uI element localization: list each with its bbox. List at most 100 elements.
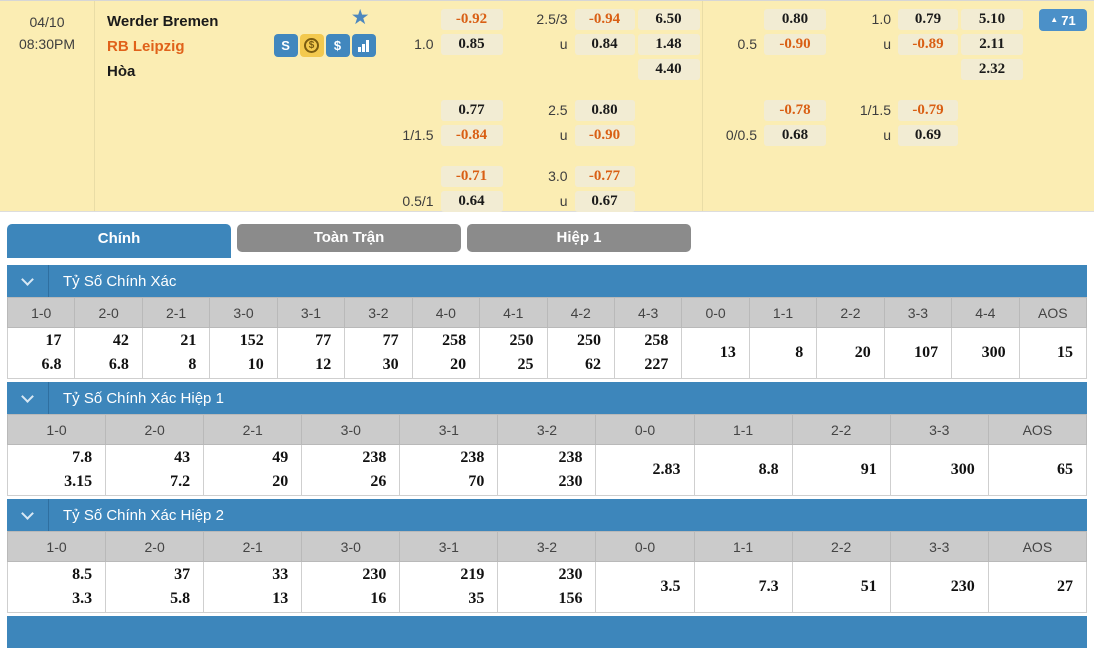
dollar-icon[interactable]: $ <box>325 34 350 57</box>
chevron-down-icon[interactable] <box>7 499 49 531</box>
score-column-header: 0-0 <box>681 297 750 328</box>
score-column-header: 1-0 <box>6 297 76 328</box>
score-odds-cell[interactable]: 13 <box>681 327 750 379</box>
score-section: Tỷ Số Chính Xác Hiệp 2 1-0 2-0 2-1 3-0 3-1 3-2… <box>6 499 1088 613</box>
tab-toan-tran[interactable]: Toàn Trận <box>237 224 461 252</box>
score-odds-cell[interactable]: 219 35 <box>399 561 499 613</box>
section-header[interactable]: Tỷ Số Chính Xác <box>7 265 1087 297</box>
score-odds-cell[interactable]: 238 70 <box>399 444 499 496</box>
odds-pill[interactable]: -0.90 <box>574 125 635 146</box>
score-odds-value: 20 <box>272 473 289 490</box>
score-odds-value: 300 <box>981 344 1006 361</box>
odds-pill[interactable]: -0.84 <box>440 125 503 146</box>
odds-pill[interactable]: -0.79 <box>898 100 958 121</box>
odds-pill[interactable]: 0.85 <box>440 34 503 55</box>
score-odds-cell[interactable]: 37 5.8 <box>105 561 205 613</box>
score-odds-cell[interactable]: 51 <box>791 561 891 613</box>
chevron-down-icon[interactable] <box>7 265 49 297</box>
odds-pill[interactable]: -0.89 <box>898 34 958 55</box>
score-odds-cell[interactable]: 250 62 <box>546 327 615 379</box>
score-odds-cell[interactable]: 300 <box>889 444 989 496</box>
sportsbook-icon[interactable]: S <box>273 34 298 57</box>
stats-icon[interactable] <box>351 34 376 57</box>
score-odds-value: 258 <box>644 332 669 349</box>
score-odds-cell[interactable]: 250 25 <box>479 327 548 379</box>
coin-icon[interactable]: $ <box>299 34 324 57</box>
section-header[interactable]: Tỷ Số Chính Xác Hiệp 1 <box>7 382 1087 414</box>
score-odds-cell[interactable]: 2.83 <box>595 444 695 496</box>
odds-pill[interactable]: 0.68 <box>764 125 826 146</box>
score-odds-cell[interactable]: 8.5 3.3 <box>6 561 107 613</box>
score-odds-cell[interactable]: 65 <box>987 444 1088 496</box>
score-odds-cell[interactable]: 152 10 <box>209 327 278 379</box>
hdp-line-label: 0/0.5 <box>725 127 757 143</box>
odds-blank <box>703 100 761 121</box>
odds-pill[interactable]: 0.69 <box>898 125 958 146</box>
score-odds-cell[interactable]: 15 <box>1018 327 1088 379</box>
odds-pill[interactable]: -0.77 <box>574 166 635 187</box>
odds-pill[interactable]: -0.94 <box>574 9 635 30</box>
score-odds-cell[interactable]: 107 <box>883 327 953 379</box>
actions-column: ▲ 71 <box>1034 1 1092 211</box>
score-odds-cell[interactable]: 21 8 <box>141 327 211 379</box>
score-odds-cell[interactable]: 17 6.8 <box>6 327 76 379</box>
score-odds-cell[interactable]: 43 7.2 <box>105 444 205 496</box>
score-odds-cell[interactable]: 77 12 <box>276 327 346 379</box>
score-odds-cell[interactable]: 7.8 3.15 <box>6 444 107 496</box>
odds-pill[interactable]: 0.64 <box>440 191 503 212</box>
teams-and-odds: Werder Bremen RB Leipzig Hòa ★ S $ $ -0.92… <box>95 1 703 212</box>
odds-pill[interactable]: -0.78 <box>764 100 826 121</box>
score-odds-cell[interactable]: 8 <box>748 327 818 379</box>
score-column-header: 3-2 <box>344 297 413 328</box>
score-column-header: 3-1 <box>399 414 499 445</box>
score-odds-cell[interactable]: 42 6.8 <box>74 327 143 379</box>
score-odds-cell[interactable]: 8.8 <box>693 444 793 496</box>
score-odds-cell[interactable]: 230 16 <box>301 561 401 613</box>
odds-pill[interactable]: -0.92 <box>440 9 503 30</box>
rating-button[interactable]: ▲ 71 <box>1039 9 1087 31</box>
score-odds-cell[interactable]: 238 26 <box>301 444 401 496</box>
odds-pill[interactable]: 0.67 <box>574 191 635 212</box>
score-column-header: 1-1 <box>693 414 793 445</box>
score-odds-cell[interactable]: 230 156 <box>497 561 597 613</box>
score-odds-cell[interactable]: 238 230 <box>497 444 597 496</box>
score-odds-cell[interactable]: 230 <box>889 561 989 613</box>
odds-pill[interactable]: 0.77 <box>440 100 503 121</box>
score-odds-cell[interactable]: 49 20 <box>203 444 303 496</box>
odds-pill[interactable]: 4.40 <box>637 59 700 80</box>
odds-pill[interactable]: 0.79 <box>898 9 958 30</box>
score-odds-value: 20 <box>450 356 467 373</box>
next-section-header-partial[interactable] <box>7 616 1087 648</box>
tab-chinh[interactable]: Chính <box>7 224 231 258</box>
odds-pill[interactable]: 6.50 <box>637 9 700 30</box>
score-odds-cell[interactable]: 91 <box>791 444 891 496</box>
score-odds-cell[interactable]: 300 <box>951 327 1020 379</box>
odds-pill[interactable]: 0.80 <box>574 100 635 121</box>
odds-pill[interactable]: 0.80 <box>764 9 826 30</box>
tab-hiep-1[interactable]: Hiệp 1 <box>467 224 691 252</box>
score-odds-cell[interactable]: 27 <box>987 561 1088 613</box>
odds-group-left: -0.92 2.5/3 -0.94 6.50 1.0 0.85 u 0.84 1.48 4.40 0… <box>380 1 702 212</box>
odds-pill[interactable]: 5.10 <box>961 9 1023 30</box>
under-label: u <box>883 127 891 143</box>
odds-pill[interactable]: -0.90 <box>764 34 826 55</box>
score-odds-cell[interactable]: 3.5 <box>595 561 695 613</box>
score-odds-cell[interactable]: 33 13 <box>203 561 303 613</box>
score-odds-cell[interactable]: 258 20 <box>411 327 481 379</box>
chevron-down-icon[interactable] <box>7 382 49 414</box>
score-odds-cell[interactable]: 20 <box>816 327 885 379</box>
odds-pill[interactable]: 1.48 <box>637 34 700 55</box>
score-table: 1-0 2-0 2-1 3-0 3-1 3-2 0-0 1-1 2-2 3-3 AOS 7.8 3.15… <box>6 414 1088 496</box>
odds-pill[interactable]: 0.84 <box>574 34 635 55</box>
score-column-header: 1-0 <box>6 531 107 562</box>
favorite-star-icon[interactable]: ★ <box>350 6 370 29</box>
section-header[interactable]: Tỷ Số Chính Xác Hiệp 2 <box>7 499 1087 531</box>
score-odds-cell[interactable]: 258 227 <box>613 327 683 379</box>
odds-pill[interactable]: 2.32 <box>961 59 1023 80</box>
score-column-header: 2-1 <box>203 531 303 562</box>
odds-pill[interactable]: 2.11 <box>961 34 1023 55</box>
odds-pill[interactable]: -0.71 <box>440 166 503 187</box>
score-odds-cell[interactable]: 77 30 <box>344 327 413 379</box>
odds-blank <box>961 125 1023 146</box>
score-odds-cell[interactable]: 7.3 <box>693 561 793 613</box>
